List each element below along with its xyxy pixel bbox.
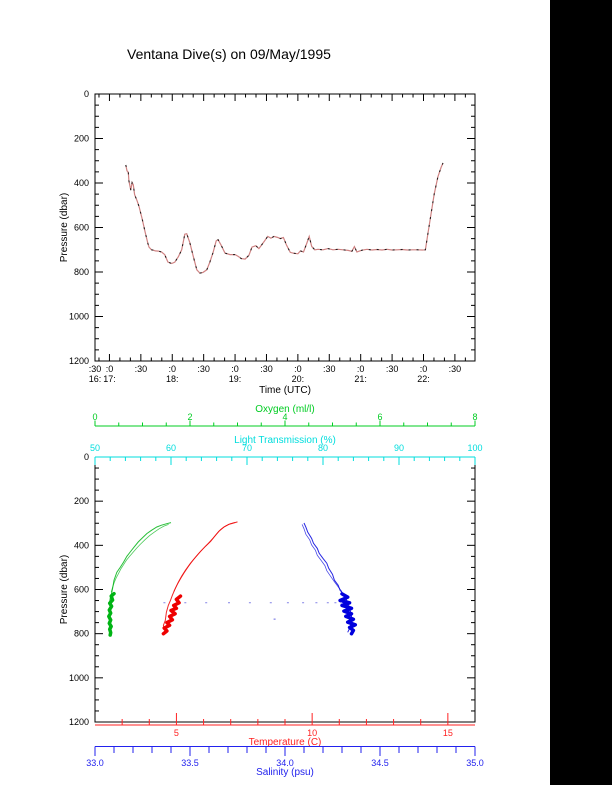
screen-black-margin [550,0,612,785]
time-hour-label: 22: [417,374,430,384]
pressure-tick-label: 800 [74,267,89,277]
light-tick-label: 60 [166,443,176,453]
temperature-tick-label: 10 [307,728,317,738]
salinity-tick-label: 33.5 [181,758,199,768]
light-axis: 50 60 70 80 90 100 Light Transmission (%) [90,435,483,465]
time-minute-label: :30 [135,364,148,374]
pressure-tick-label: 1000 [69,312,89,322]
time-hour-label: 20: [292,374,305,384]
time-minute-label: :30 [197,364,210,374]
plot-title: Ventana Dive(s) on 09/May/1995 [127,46,331,62]
time-minute-label: :0 [420,364,428,374]
temperature-axis: 5 10 15 Temperature (C) [95,713,475,748]
light-tick-label: 100 [467,443,482,453]
pressure-tick-label: 600 [74,223,89,233]
time-hour-label: 16: [89,374,102,384]
light-tick-label: 70 [242,443,252,453]
temperature-axis-title: Temperature (C) [249,737,322,748]
oxygen-tick-label: 6 [377,412,382,422]
noise-dots [163,602,343,620]
salinity-tick-label: 34.0 [276,758,294,768]
pressure-tick-label: 200 [74,496,89,506]
salinity-tick-label: 33.0 [86,758,104,768]
light-tick-label: 80 [318,443,328,453]
oxygen-axis: 0 2 4 6 8 Oxygen (ml/l) [92,404,478,427]
pressure-tick-label: 1200 [69,356,89,366]
temperature-tick-label: 15 [443,728,453,738]
salinity-axis-title: Salinity (psu) [256,767,314,778]
oxygen-tick-label: 8 [472,412,477,422]
pressure-tick-label: 0 [84,89,89,99]
light-axis-title: Light Transmission (%) [234,435,336,446]
salinity-tick-label: 34.5 [371,758,389,768]
pressure-tick-label: 1000 [69,673,89,683]
time-minute-label: :0 [106,364,114,374]
ctd-profiles-plot: 0 200 400 600 800 1000 1200 Pressure (dbar) 0 2 4 6… [59,404,484,778]
temperature-tick-label: 5 [174,728,179,738]
time-minute-label: :30 [260,364,273,374]
pressure-axis-title-2: Pressure (dbar) [59,555,70,624]
dive-depth-track-line [125,162,444,274]
time-minute-label: :30 [323,364,336,374]
pressure-tick-label: 0 [84,452,89,462]
time-hour-label: 21: [354,374,367,384]
plot2-frame [94,457,476,723]
salinity-tick-label: 35.0 [466,758,484,768]
time-minute-label: :0 [168,364,176,374]
oxygen-axis-title: Oxygen (ml/l) [255,404,314,415]
light-tick-label: 50 [90,443,100,453]
time-minute-label: :0 [231,364,239,374]
time-hour-label: 17: [103,374,116,384]
pressure-axis-title: Pressure (dbar) [59,193,70,262]
pressure-tick-label: 800 [74,629,89,639]
pressure-tick-label: 200 [74,134,89,144]
time-minute-label: :0 [294,364,302,374]
time-minute-label: :30 [386,364,399,374]
dive-time-depth-plot: 020040060080010001200:3016::017::30:018:… [59,89,476,396]
temperature-profile [161,521,238,636]
time-hour-label: 18: [166,374,179,384]
pressure-tick-label: 400 [74,178,89,188]
pressure-tick-label: 600 [74,585,89,595]
salinity-axis: 33.0 33.5 34.0 34.5 35.0 Salinity (psu) [86,746,484,778]
salinity-profile [301,522,358,636]
time-hour-label: 19: [229,374,242,384]
dive-depth-track-overlay [125,162,444,274]
pressure-tick-label: 1200 [69,717,89,727]
light-tick-label: 90 [394,443,404,453]
time-minute-label: :30 [449,364,462,374]
time-minute-label: :0 [357,364,365,374]
time-axis-title: Time (UTC) [259,385,311,396]
oxygen-tick-label: 2 [187,412,192,422]
oxygen-tick-label: 0 [92,412,97,422]
time-minute-label: :30 [89,364,102,374]
plot1-frame [94,93,476,362]
pressure-tick-label: 400 [74,540,89,550]
oxygen-profile [107,522,172,637]
oxygen-tick-label: 4 [282,412,287,422]
